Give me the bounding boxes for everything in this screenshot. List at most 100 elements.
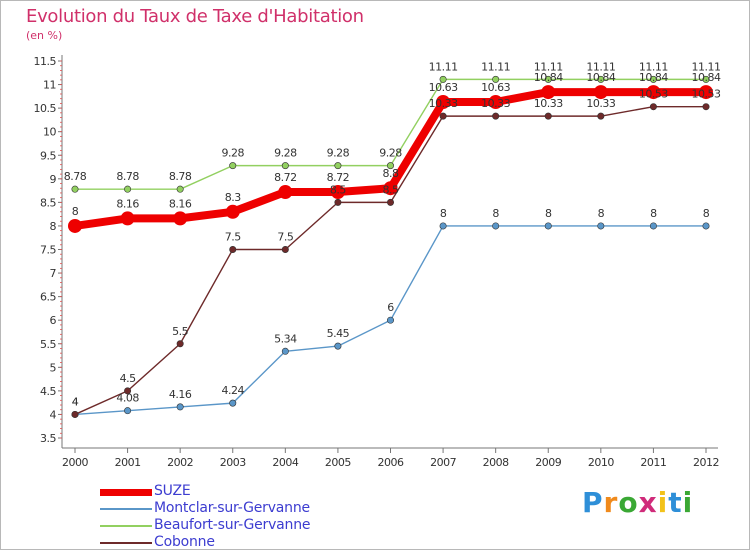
data-label: 10.63 bbox=[481, 81, 510, 94]
data-label: 11.11 bbox=[534, 60, 563, 73]
data-point bbox=[699, 85, 713, 100]
data-point bbox=[593, 85, 608, 100]
y-tick-label: 7 bbox=[50, 267, 57, 280]
y-tick-label: 8 bbox=[50, 220, 57, 233]
x-tick-label: 2007 bbox=[430, 456, 456, 469]
data-point bbox=[597, 222, 605, 230]
data-label: 8.8 bbox=[383, 167, 399, 180]
logo-letter: i bbox=[657, 486, 669, 519]
x-tick-label: 2000 bbox=[62, 456, 88, 469]
logo-letter: P bbox=[582, 486, 604, 519]
data-label: 10.84 bbox=[639, 71, 668, 84]
y-tick-label: 8.5 bbox=[40, 196, 56, 209]
data-point bbox=[281, 162, 289, 170]
y-tick-label: 3.5 bbox=[40, 432, 56, 445]
y-tick-label: 6.5 bbox=[40, 291, 56, 304]
y-tick-label: 10 bbox=[43, 126, 56, 139]
data-point bbox=[646, 85, 661, 100]
data-label: 9.28 bbox=[379, 147, 402, 160]
x-tick-label: 2004 bbox=[272, 456, 298, 469]
data-label: 8.78 bbox=[64, 170, 87, 183]
data-label: 8.16 bbox=[116, 197, 139, 210]
proxiti-logo: Proxiti bbox=[582, 486, 693, 519]
data-label: 5.34 bbox=[274, 332, 297, 345]
data-point bbox=[330, 185, 345, 200]
x-tick-label: 2001 bbox=[115, 456, 141, 469]
data-point bbox=[281, 347, 289, 355]
logo-letter: x bbox=[638, 486, 658, 519]
data-label: 11.11 bbox=[429, 60, 458, 73]
data-point bbox=[439, 75, 447, 83]
data-point bbox=[281, 246, 289, 254]
data-point bbox=[68, 218, 82, 233]
data-label: 8 bbox=[545, 207, 552, 220]
data-point bbox=[334, 342, 342, 350]
data-point bbox=[383, 181, 398, 196]
data-label: 4.24 bbox=[222, 384, 245, 397]
data-point bbox=[702, 222, 710, 230]
data-point bbox=[124, 387, 132, 395]
data-label: 8.72 bbox=[274, 171, 297, 184]
y-tick-label: 5 bbox=[50, 361, 57, 374]
data-label: 8 bbox=[72, 205, 79, 218]
data-label: 8.5 bbox=[330, 183, 346, 196]
data-point bbox=[225, 204, 240, 219]
x-tick-label: 2009 bbox=[535, 456, 561, 469]
legend-swatch-cobonne bbox=[100, 542, 152, 544]
data-point bbox=[176, 403, 184, 411]
data-label: 8.72 bbox=[327, 171, 350, 184]
data-label: 10.63 bbox=[429, 81, 458, 94]
x-tick-label: 2012 bbox=[693, 456, 719, 469]
legend-swatch-beaufort bbox=[100, 525, 152, 527]
data-point bbox=[278, 185, 293, 200]
data-label: 4.16 bbox=[169, 388, 192, 401]
legend-label-montclar: Montclar-sur-Gervanne bbox=[154, 500, 310, 516]
data-label: 6 bbox=[387, 301, 394, 314]
x-tick-label: 2006 bbox=[378, 456, 404, 469]
data-label: 8.16 bbox=[169, 197, 192, 210]
data-label: 4 bbox=[72, 395, 79, 408]
y-tick-label: 5.5 bbox=[40, 338, 56, 351]
data-point bbox=[120, 211, 135, 226]
data-label: 8.78 bbox=[169, 170, 192, 183]
data-label: 8 bbox=[440, 207, 447, 220]
x-tick-label: 2011 bbox=[640, 456, 666, 469]
data-label: 8 bbox=[492, 207, 499, 220]
data-label: 5.45 bbox=[327, 327, 350, 340]
data-label: 5.5 bbox=[172, 325, 188, 338]
data-point bbox=[544, 222, 552, 230]
data-label: 9.28 bbox=[327, 147, 350, 160]
data-label: 10.53 bbox=[639, 88, 668, 101]
data-point bbox=[492, 112, 500, 120]
data-label: 4.5 bbox=[120, 372, 136, 385]
data-point bbox=[229, 162, 237, 170]
data-label: 11.11 bbox=[481, 60, 510, 73]
y-tick-label: 7.5 bbox=[40, 244, 56, 257]
y-tick-label: 4.5 bbox=[40, 385, 56, 398]
data-point bbox=[439, 222, 447, 230]
data-point bbox=[334, 198, 342, 206]
data-point bbox=[176, 185, 184, 193]
data-point bbox=[649, 103, 657, 111]
data-point bbox=[71, 410, 79, 418]
data-point bbox=[544, 112, 552, 120]
x-tick-label: 2002 bbox=[167, 456, 193, 469]
data-point bbox=[436, 94, 451, 109]
data-label: 10.33 bbox=[586, 97, 615, 110]
data-label: 7.5 bbox=[277, 231, 293, 244]
data-label: 4.08 bbox=[116, 392, 139, 405]
y-tick-label: 4 bbox=[50, 408, 57, 421]
data-label: 9.28 bbox=[274, 147, 297, 160]
data-point bbox=[702, 103, 710, 111]
data-label: 10.84 bbox=[534, 71, 563, 84]
legend-swatch-montclar bbox=[100, 508, 152, 510]
data-label: 11.11 bbox=[586, 60, 615, 73]
data-label: 10.53 bbox=[692, 88, 721, 101]
data-label: 8.78 bbox=[116, 170, 139, 183]
data-point bbox=[439, 112, 447, 120]
data-label: 8.3 bbox=[225, 191, 241, 204]
data-label: 4 bbox=[72, 395, 79, 408]
x-tick-label: 2008 bbox=[483, 456, 509, 469]
chart-subtitle: (en %) bbox=[26, 29, 63, 42]
